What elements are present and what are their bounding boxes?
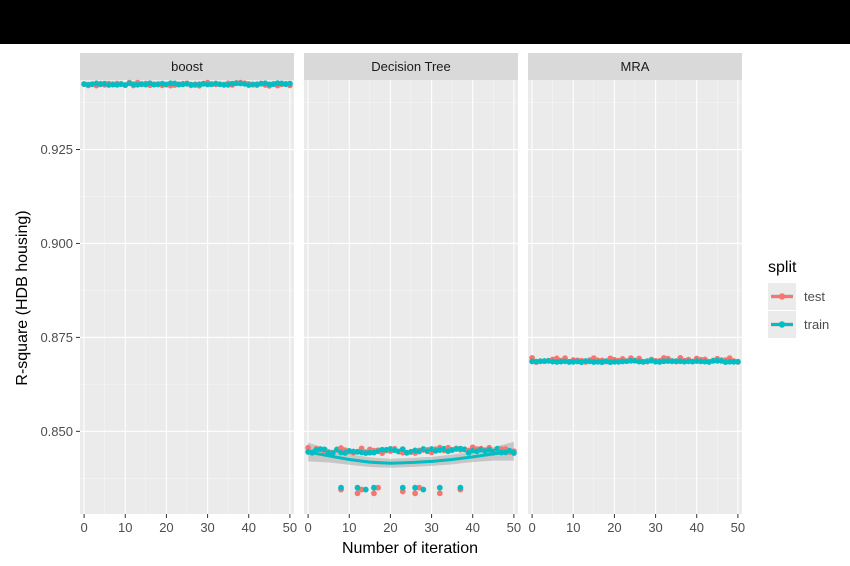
data-point-test xyxy=(375,484,381,491)
x-tick-label: 20 xyxy=(383,520,397,535)
x-tick-label: 30 xyxy=(200,520,214,535)
data-point-train xyxy=(420,486,427,493)
x-tick-label: 10 xyxy=(342,520,356,535)
x-tick-label: 50 xyxy=(731,520,745,535)
x-tick-label: 0 xyxy=(528,520,535,535)
facet-panels xyxy=(80,79,742,514)
data-point-train xyxy=(371,484,377,491)
x-tick-label: 20 xyxy=(607,520,621,535)
panel-mra xyxy=(528,80,742,514)
data-point-test xyxy=(412,490,419,497)
legend-title: split xyxy=(768,259,797,276)
legend-point-train xyxy=(778,321,786,328)
x-tick-label: 0 xyxy=(80,520,87,535)
data-point-test xyxy=(436,490,443,497)
x-tick-label: 20 xyxy=(159,520,173,535)
data-point-train xyxy=(399,484,406,491)
strip-label-mra: MRA xyxy=(621,59,650,74)
data-point-train xyxy=(399,446,406,453)
x-tick-label: 10 xyxy=(118,520,132,535)
x-tick-label: 30 xyxy=(424,520,438,535)
data-point-train xyxy=(338,484,344,491)
x-tick-label: 40 xyxy=(241,520,255,535)
data-point-train xyxy=(362,486,369,493)
strip-mra xyxy=(528,53,742,80)
y-tick-label: 0.875 xyxy=(40,330,73,345)
top-black-bar xyxy=(0,0,850,44)
data-point-test xyxy=(358,445,365,452)
panel-boost xyxy=(80,79,294,514)
x-tick-label: 40 xyxy=(689,520,703,535)
data-point-train xyxy=(436,484,443,491)
x-axis-title: Number of iteration xyxy=(342,540,478,557)
data-point-train xyxy=(329,450,336,456)
legend-label-train: train xyxy=(804,317,829,332)
strip-label-boost: boost xyxy=(171,59,203,74)
y-tick-label: 0.900 xyxy=(40,236,73,251)
x-tick-label: 50 xyxy=(283,520,297,535)
data-point-train xyxy=(354,484,361,491)
legend-point-test xyxy=(778,293,786,300)
y-tick-label: 0.925 xyxy=(40,142,73,157)
strip-decision-tree xyxy=(304,53,518,80)
smooth-line-train xyxy=(307,449,515,465)
legend: split test train xyxy=(768,259,829,338)
x-tick-label: 0 xyxy=(304,520,311,535)
y-tick-label: 0.850 xyxy=(40,424,73,439)
axes: 0 10 20 30 40 50 0 10 20 30 40 50 0 10 20 30 40 50 0.850 0.… xyxy=(40,142,745,535)
facet-strips: boost Decision Tree MRA xyxy=(80,53,742,80)
data-point-test xyxy=(354,490,361,497)
data-point-test xyxy=(305,444,312,451)
legend-label-test: test xyxy=(804,289,825,304)
x-tick-label: 30 xyxy=(648,520,662,535)
data-point-train xyxy=(321,446,328,453)
data-point-train xyxy=(350,448,357,455)
data-point-test xyxy=(371,490,377,497)
x-tick-label: 10 xyxy=(566,520,580,535)
strip-boost xyxy=(80,53,294,80)
x-tick-label: 40 xyxy=(465,520,479,535)
y-axis-title: R-square (HDB housing) xyxy=(14,210,31,385)
strip-label-decision-tree: Decision Tree xyxy=(371,59,450,74)
data-point-train xyxy=(457,484,464,491)
panel-decision-tree xyxy=(304,80,518,514)
x-tick-label: 50 xyxy=(507,520,521,535)
data-point-train xyxy=(412,484,419,491)
